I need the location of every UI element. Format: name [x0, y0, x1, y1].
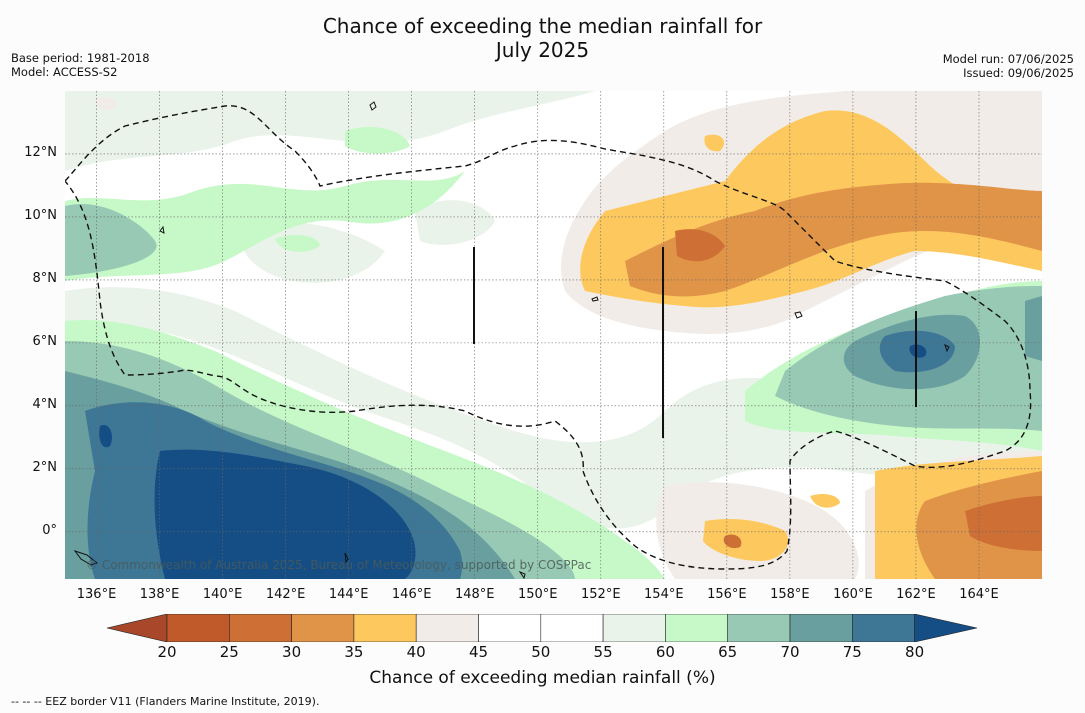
y-tick-label: 12°N	[24, 144, 57, 160]
island-outlines	[73, 101, 950, 579]
y-tick-label: 0°	[42, 522, 57, 538]
colorbar-segment	[291, 614, 355, 642]
x-tick-label: 136°E	[76, 587, 117, 602]
x-tick-label: 164°E	[959, 587, 999, 602]
grid-lines	[65, 91, 1042, 579]
colorbar-tick-label: 75	[842, 643, 862, 661]
colorbar-extend-high	[914, 614, 978, 642]
x-tick-label: 142°E	[265, 587, 306, 602]
colorbar-segment	[727, 614, 791, 642]
colorbar-tick-label: 35	[344, 643, 364, 661]
colorbar-tick-label: 60	[655, 643, 675, 661]
map-plot	[65, 91, 1042, 579]
colorbar-segment	[602, 614, 666, 642]
colorbar-segment	[665, 614, 729, 642]
colorbar-tick-label: 20	[157, 643, 177, 661]
model-run-text: Model run: 07/06/2025	[942, 52, 1074, 66]
x-tick-label: 154°E	[644, 587, 684, 602]
colorbar-extend-low	[106, 614, 168, 642]
colorbar	[106, 614, 978, 642]
colorbar-tick-label: 55	[593, 643, 613, 661]
colorbar-tick-label: 40	[406, 643, 426, 661]
colorbar-tick-label: 65	[718, 643, 738, 661]
boundary-bars	[473, 247, 917, 438]
title-line-2: July 2025	[495, 38, 590, 62]
y-tick-label: 8°N	[32, 270, 58, 286]
x-tick-label: 148°E	[454, 587, 495, 602]
x-tick-label: 158°E	[770, 587, 810, 602]
x-tick-label: 150°E	[517, 587, 558, 602]
colorbar-tick-label: 50	[531, 643, 551, 661]
copyright-notice: © Commonwealth of Australia 2025, Bureau…	[86, 558, 592, 572]
colorbar-segment	[789, 614, 853, 642]
colorbar-tick-label: 80	[905, 643, 925, 661]
region-25-30	[675, 229, 1042, 551]
colorbar-tick-label: 25	[219, 643, 239, 661]
y-tick-label: 4°N	[32, 396, 58, 412]
x-tick-label: 152°E	[581, 587, 621, 602]
y-tick-label: 6°N	[32, 333, 58, 349]
colorbar-tick-label: 70	[780, 643, 800, 661]
region-above-80	[99, 344, 927, 579]
x-tick-label: 156°E	[707, 587, 747, 602]
x-tick-label: 138°E	[139, 587, 180, 602]
colorbar-title: Chance of exceeding median rainfall (%)	[369, 668, 716, 688]
map-title: Chance of exceeding the median rainfall …	[0, 14, 1085, 62]
colorbar-segment	[166, 614, 230, 642]
colorbar-segment	[540, 614, 604, 642]
x-tick-label: 146°E	[391, 587, 432, 602]
eez-footnote: -- -- -- EEZ border V11 (Flanders Marine…	[11, 695, 320, 708]
colorbar-segment	[851, 614, 915, 642]
issued-text: Issued: 09/06/2025	[963, 66, 1074, 80]
meta-right: Model run: 07/06/2025 Issued: 09/06/2025	[943, 52, 1074, 80]
x-tick-label: 144°E	[328, 587, 369, 602]
map-canvas	[65, 91, 1042, 579]
eez-border	[65, 105, 1032, 570]
y-tick-label: 2°N	[32, 459, 58, 475]
colorbar-segment	[353, 614, 417, 642]
x-tick-label: 140°E	[202, 587, 243, 602]
title-line-1: Chance of exceeding the median rainfall …	[322, 14, 763, 38]
x-tick-label: 162°E	[896, 587, 936, 602]
y-tick-label: 10°N	[24, 207, 57, 223]
colorbar-tick-label: 30	[282, 643, 302, 661]
meta-left: Base period: 1981-2018 Model: ACCESS-S2	[11, 51, 150, 79]
colorbar-segment	[229, 614, 292, 642]
x-tick-label: 160°E	[833, 587, 873, 602]
model-text: Model: ACCESS-S2	[11, 65, 118, 79]
base-period-text: Base period: 1981-2018	[11, 51, 150, 65]
colorbar-tick-label: 45	[468, 643, 489, 661]
colorbar-segment	[415, 614, 479, 642]
colorbar-segment	[478, 614, 542, 642]
